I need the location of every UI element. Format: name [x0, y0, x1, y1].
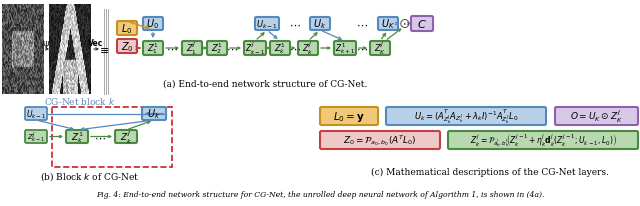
FancyBboxPatch shape — [142, 108, 166, 121]
Text: $Z_{k+1}^1$: $Z_{k+1}^1$ — [335, 41, 355, 56]
Text: (a) End-to-end network structure of CG-Net.: (a) End-to-end network structure of CG-N… — [163, 79, 367, 88]
Text: (c) Mathematical descriptions of the CG-Net layers.: (c) Mathematical descriptions of the CG-… — [371, 167, 609, 176]
Text: $Z_k^j = \mathcal{P}_{a_k^j, b_k^j}\!\left(Z_k^{j-1} + \eta_k^j \mathbf{d}_k^j(Z: $Z_k^j = \mathcal{P}_{a_k^j, b_k^j}\!\le… — [470, 132, 616, 149]
Text: $U_{k-1}$: $U_{k-1}$ — [256, 18, 278, 31]
FancyBboxPatch shape — [25, 130, 47, 143]
Text: $\cdots$: $\cdots$ — [226, 44, 238, 54]
Text: $U_k$: $U_k$ — [314, 18, 326, 31]
Text: $\equiv$: $\equiv$ — [97, 45, 109, 55]
Text: $\cdots$: $\cdots$ — [289, 44, 301, 54]
FancyBboxPatch shape — [66, 130, 88, 143]
Text: (b) Block $k$ of CG-Net: (b) Block $k$ of CG-Net — [40, 170, 140, 183]
FancyBboxPatch shape — [378, 18, 398, 31]
Text: $\odot$: $\odot$ — [398, 16, 410, 30]
FancyBboxPatch shape — [143, 42, 163, 56]
Text: $Z_k^1$: $Z_k^1$ — [274, 41, 286, 56]
Text: $L_0 = \mathbf{y}$: $L_0 = \mathbf{y}$ — [333, 109, 365, 123]
FancyBboxPatch shape — [555, 108, 638, 125]
FancyBboxPatch shape — [255, 18, 279, 31]
Text: $U_{k-1}$: $U_{k-1}$ — [26, 108, 46, 120]
Text: $\cdots$: $\cdots$ — [356, 19, 368, 29]
Text: $Z_k^J$: $Z_k^J$ — [302, 41, 314, 57]
FancyBboxPatch shape — [334, 42, 356, 56]
FancyBboxPatch shape — [270, 42, 290, 56]
Text: $\cdots$: $\cdots$ — [356, 44, 368, 54]
Text: $Z_0$: $Z_0$ — [120, 40, 133, 54]
Text: $C$: $C$ — [417, 18, 427, 30]
Text: $Z_0 = \mathcal{P}_{a_0, b_0}(A^T L_0)$: $Z_0 = \mathcal{P}_{a_0, b_0}(A^T L_0)$ — [343, 133, 417, 148]
FancyBboxPatch shape — [143, 18, 163, 31]
Text: $U_k=(A_{Z_k^J}^T A_{Z_k^J} + \lambda_k I)^{-1} A_{Z_k^J}^T L_0$: $U_k=(A_{Z_k^J}^T A_{Z_k^J} + \lambda_k … — [413, 107, 518, 126]
FancyBboxPatch shape — [320, 108, 378, 125]
Text: $\cdots$: $\cdots$ — [166, 44, 178, 54]
Text: Vec: Vec — [88, 39, 104, 48]
Text: $\Psi$: $\Psi$ — [42, 38, 51, 49]
Text: $Z_K^J$: $Z_K^J$ — [374, 41, 386, 57]
FancyBboxPatch shape — [370, 42, 390, 56]
FancyBboxPatch shape — [117, 22, 137, 36]
Text: $U_k$: $U_k$ — [147, 107, 161, 121]
Text: $Z_2^1$: $Z_2^1$ — [211, 41, 223, 56]
Text: $O = U_K \odot Z_K^J$: $O = U_K \odot Z_K^J$ — [570, 108, 623, 125]
FancyBboxPatch shape — [115, 130, 137, 143]
FancyBboxPatch shape — [244, 42, 266, 56]
FancyBboxPatch shape — [117, 40, 137, 54]
Text: $Z_1^J$: $Z_1^J$ — [186, 41, 198, 57]
Text: $\cdots$: $\cdots$ — [289, 19, 301, 29]
FancyBboxPatch shape — [411, 17, 433, 32]
Text: $\cdots$: $\cdots$ — [94, 132, 106, 142]
Text: Fig. 4: End-to-end network structure for CG-Net, the unrolled deep neural networ: Fig. 4: End-to-end network structure for… — [96, 190, 544, 198]
FancyBboxPatch shape — [207, 42, 227, 56]
FancyBboxPatch shape — [298, 42, 318, 56]
Text: CG-Net block $k$: CG-Net block $k$ — [44, 96, 116, 107]
FancyBboxPatch shape — [182, 42, 202, 56]
Text: $U_K$: $U_K$ — [381, 18, 395, 31]
Text: $Z_{k-1}^J$: $Z_{k-1}^J$ — [27, 130, 45, 144]
Text: $U_0$: $U_0$ — [147, 18, 159, 31]
Text: $Z_k^1$: $Z_k^1$ — [71, 129, 83, 144]
FancyBboxPatch shape — [25, 108, 47, 121]
Text: $Z_k^J$: $Z_k^J$ — [120, 129, 132, 145]
Text: $Z_{k-1}^J$: $Z_{k-1}^J$ — [245, 41, 265, 57]
FancyBboxPatch shape — [448, 131, 638, 149]
FancyBboxPatch shape — [320, 131, 440, 149]
FancyBboxPatch shape — [310, 18, 330, 31]
Text: $Z_1^1$: $Z_1^1$ — [147, 41, 159, 56]
FancyBboxPatch shape — [386, 108, 546, 125]
Text: $L_0$: $L_0$ — [122, 22, 132, 36]
